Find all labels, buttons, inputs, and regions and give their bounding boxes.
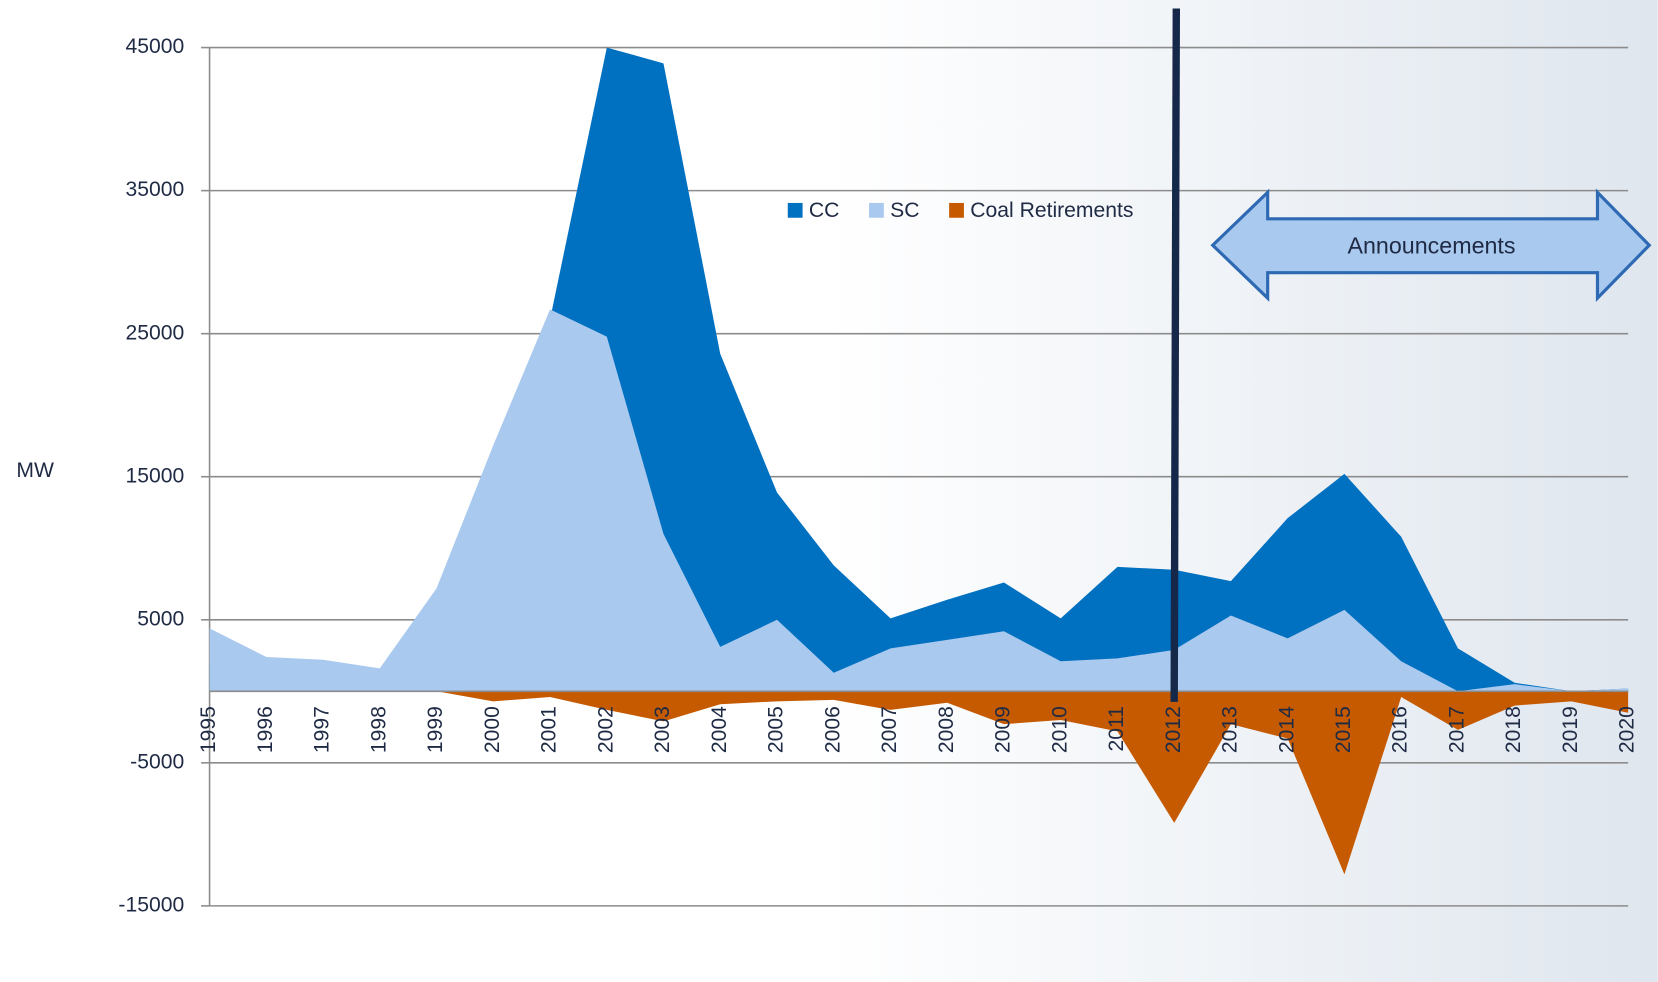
legend-swatch [949,202,964,218]
x-tick-label: 2005 [765,706,788,753]
y-tick-label: 35000 [125,178,184,201]
legend-swatch [787,202,803,218]
reference-line [1170,8,1181,702]
x-tick-label: 2010 [1048,706,1071,753]
y-tick-label: 5000 [137,607,184,630]
x-tick-label: 2013 [1219,706,1242,753]
announcement-arrow: Announcements [1210,188,1652,302]
x-tick-label: 2011 [1105,706,1128,751]
x-tick-label: 2003 [651,706,674,753]
legend: CC SC Coal Retirements [787,199,1133,222]
x-tick-label: 2015 [1332,706,1355,753]
x-tick-label: 2001 [538,706,561,753]
area-1 [209,309,1629,692]
x-tick-label: 2009 [992,706,1015,753]
y-axis-label: MW [16,459,54,482]
x-tick-label: 2008 [935,706,958,753]
area-2 [209,691,1629,875]
x-tick-label: 2014 [1275,706,1298,753]
x-tick-label: 2019 [1559,706,1582,753]
x-tick-label: 1996 [254,706,277,753]
x-tick-label: 1998 [367,706,390,753]
legend-label: Coal Retirements [970,199,1133,222]
double-arrow [1210,188,1652,302]
legend-label: CC [809,199,840,222]
legend-label: SC [890,199,919,222]
y-tick-label: 15000 [125,464,184,487]
x-tick-label: 2002 [594,706,617,753]
x-tick-label: 1997 [311,706,334,753]
x-tick-label: 2006 [821,706,844,753]
x-tick-label: 2012 [1162,706,1185,753]
plot-area: -15000 -5000 5000 15000 25000 35000 45000 1995 1… [118,8,1639,916]
y-tick-label: 45000 [125,35,184,58]
y-tick-label: 25000 [125,321,184,344]
x-tick-label: 2017 [1445,706,1468,753]
y-tick-label: -15000 [118,893,184,916]
annotation: Announcements [1348,232,1516,258]
x-tick-label: 2018 [1502,706,1525,753]
x-tick-label: 2020 [1616,706,1639,753]
x-tick-label: 2004 [708,706,731,753]
x-tick-label: 1999 [424,706,447,753]
x-tick-label: 1995 [197,706,220,753]
x-tick-label: 2007 [878,706,901,753]
legend-swatch [869,202,884,218]
y-tick-label: -5000 [130,750,184,773]
x-tick-label: 2016 [1389,706,1412,753]
x-tick-label: 2000 [481,706,504,753]
